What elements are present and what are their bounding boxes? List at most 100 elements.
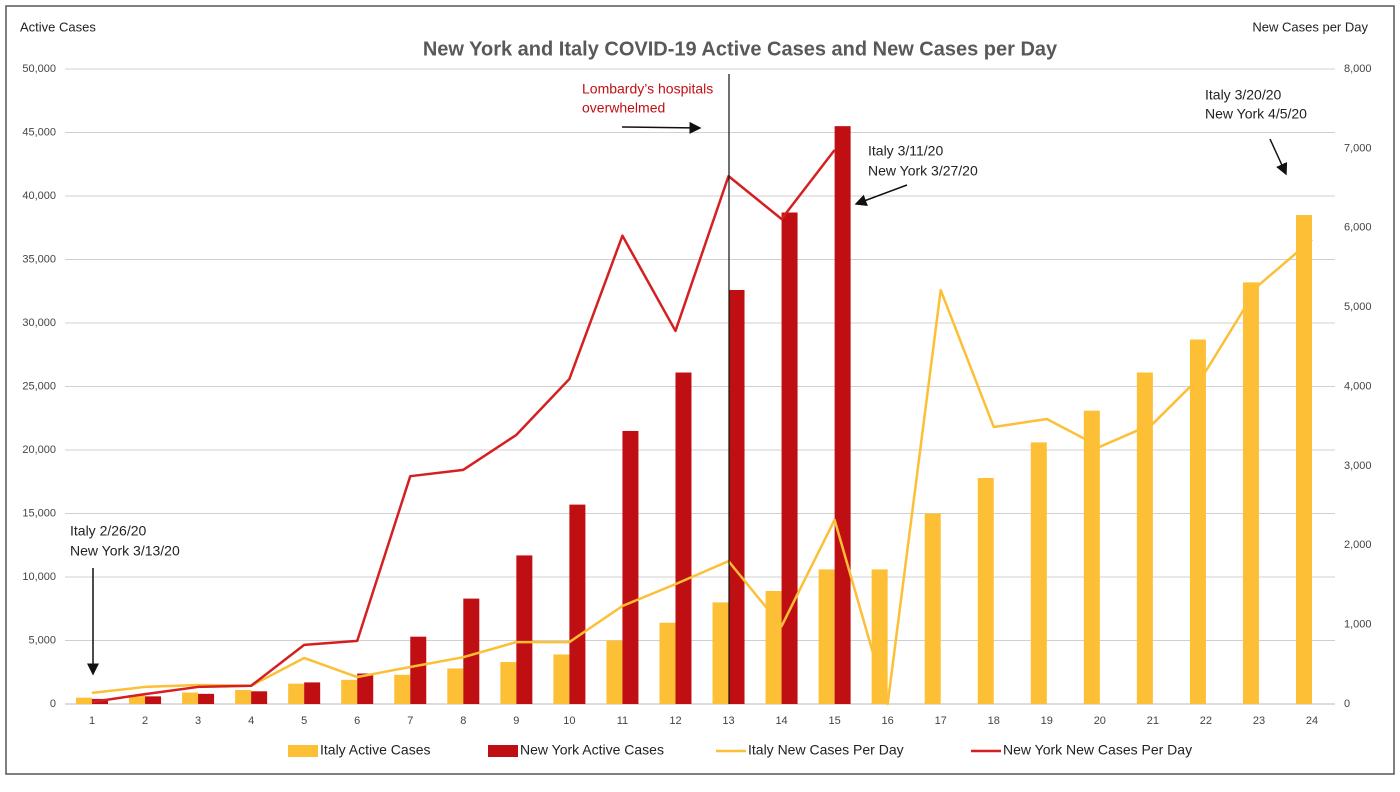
legend-label: New York New Cases Per Day (1003, 742, 1192, 758)
y2-tick-label: 5,000 (1344, 301, 1372, 313)
bar (1136, 372, 1153, 704)
x-tick-label: 23 (1253, 715, 1265, 727)
annotation: overwhelmed (582, 100, 665, 116)
annotation: Italy 3/20/20 (1205, 87, 1281, 103)
x-tick-label: 6 (354, 715, 360, 727)
y2-tick-label: 1,000 (1344, 619, 1372, 631)
bar (1189, 339, 1206, 704)
y2-tick-label: 2,000 (1344, 539, 1372, 551)
legend-label: Italy New Cases Per Day (748, 742, 904, 758)
bar (977, 477, 994, 704)
annotations: Italy 2/26/20 New York 3/13/20 Lombardy’… (70, 81, 1307, 676)
x-tick-label: 16 (882, 715, 894, 727)
x-tick-label: 2 (142, 715, 148, 727)
bar (622, 430, 639, 704)
x-tick-label: 15 (828, 715, 840, 727)
bar (516, 555, 533, 704)
bar (251, 691, 268, 704)
y2-tick-label: 7,000 (1344, 142, 1372, 154)
bar (569, 504, 586, 704)
bar (1083, 410, 1100, 704)
x-tick-label: 5 (301, 715, 307, 727)
bar (500, 662, 517, 704)
x-tick-label: 17 (935, 715, 947, 727)
y2-tick-label: 3,000 (1344, 460, 1372, 472)
annotation: Lombardy’s hospitals (582, 81, 713, 97)
legend-swatch (488, 745, 518, 757)
bar (447, 668, 464, 704)
bar (288, 683, 305, 704)
line (91, 149, 836, 704)
annotation: New York 3/13/20 (70, 543, 180, 559)
arrow (1269, 138, 1288, 176)
annotation: Italy 2/26/20 (70, 523, 146, 539)
y-tick-label: 40,000 (22, 190, 56, 202)
legend-swatch (288, 745, 318, 757)
x-tick-label: 12 (669, 715, 681, 727)
x-tick-label: 8 (460, 715, 466, 727)
bar (1030, 442, 1047, 704)
x-tick-label: 4 (248, 715, 254, 727)
bar (659, 622, 676, 704)
x-tick-label: 14 (775, 715, 787, 727)
y-tick-label: 10,000 (22, 571, 56, 583)
x-tick-label: 20 (1094, 715, 1106, 727)
bar (304, 682, 321, 704)
arrow (854, 184, 908, 206)
legend-label: Italy Active Cases (320, 742, 431, 758)
x-tick-label: 13 (722, 715, 734, 727)
chart-title: New York and Italy COVID-19 Active Cases… (423, 38, 1058, 60)
y-tick-label: 0 (50, 698, 56, 710)
annotation: New York 3/27/20 (868, 163, 978, 179)
y-tick-label: 30,000 (22, 317, 56, 329)
bar (728, 289, 745, 704)
annotation: Italy 3/11/20 (868, 143, 943, 159)
arrow (621, 121, 702, 134)
legend-label: New York Active Cases (520, 742, 664, 758)
y-tick-label: 5,000 (28, 634, 56, 646)
y-tick-label: 25,000 (22, 380, 56, 392)
bar (394, 674, 411, 704)
bar (924, 513, 941, 704)
annotation: New York 4/5/20 (1205, 106, 1307, 122)
x-tick-label: 1 (89, 715, 95, 727)
y2-tick-label: 4,000 (1344, 380, 1372, 392)
bar (712, 602, 729, 704)
bar (410, 636, 427, 704)
bar (675, 372, 692, 704)
x-tick-label: 22 (1200, 715, 1212, 727)
x-tick-label: 10 (563, 715, 575, 727)
frame (5, 5, 1395, 775)
bar (463, 598, 480, 704)
y-tick-label: 35,000 (22, 253, 56, 265)
bar (76, 697, 92, 704)
x-tick-label: 7 (407, 715, 413, 727)
bar (765, 590, 782, 704)
bar (129, 695, 146, 704)
y2-axis-label: New Cases per Day (1252, 19, 1368, 34)
bar (1242, 282, 1259, 704)
bar (781, 212, 798, 704)
x-tick-label: 11 (617, 715, 628, 727)
bar (357, 673, 374, 704)
bar (145, 696, 162, 704)
x-tick-label: 9 (513, 715, 519, 727)
y2-tick-label: 0 (1344, 698, 1350, 710)
bar (553, 654, 570, 704)
line (91, 238, 1313, 706)
x-tick-label: 19 (1041, 715, 1053, 727)
y-tick-label: 20,000 (22, 444, 56, 456)
bar (818, 569, 835, 704)
bar (606, 640, 623, 704)
x-tick-label: 24 (1306, 715, 1318, 727)
bar (235, 690, 252, 704)
bar (198, 693, 215, 704)
bar (182, 692, 199, 704)
y-axis-label: Active Cases (20, 19, 96, 34)
bar (871, 569, 888, 704)
y-tick-label: 45,000 (22, 126, 56, 138)
y2-tick-label: 8,000 (1344, 63, 1372, 75)
bar (341, 679, 358, 704)
x-tick-label: 3 (195, 715, 201, 727)
